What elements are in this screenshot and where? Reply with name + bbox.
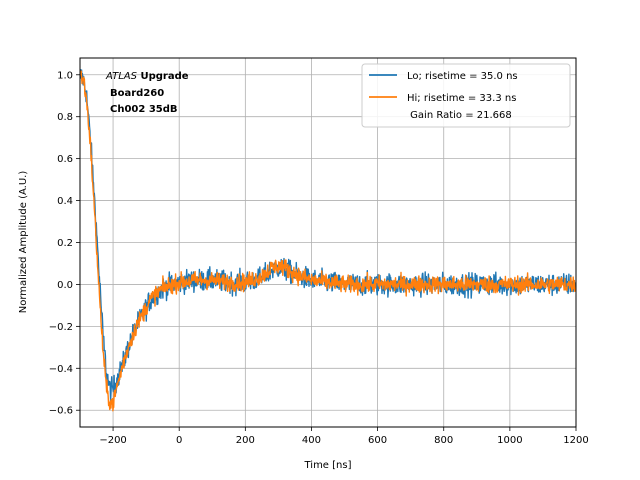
x-tick-label: 1200 bbox=[563, 435, 588, 446]
y-tick-label: 0.0 bbox=[57, 280, 73, 291]
y-tick-label: −0.2 bbox=[49, 322, 73, 333]
x-tick-label: 1000 bbox=[497, 435, 522, 446]
y-tick-label: 0.4 bbox=[57, 196, 73, 207]
y-tick-label: 0.8 bbox=[57, 112, 73, 123]
x-tick-label: 800 bbox=[434, 435, 453, 446]
legend-entry-lo: Lo; risetime = 35.0 ns bbox=[407, 71, 518, 82]
x-tick-label: 400 bbox=[302, 435, 321, 446]
annotation-line-2: Board260 bbox=[110, 88, 164, 99]
series-layer bbox=[80, 69, 576, 412]
y-tick-label: −0.6 bbox=[49, 406, 73, 417]
x-tick-label: 200 bbox=[236, 435, 255, 446]
annotation-upgrade: Upgrade bbox=[140, 71, 188, 82]
annotation-experiment: ATLAS bbox=[105, 71, 138, 82]
atlas-annotation: ATLAS Upgrade Board260 Ch002 35dB bbox=[105, 71, 189, 115]
y-axis: −0.6 −0.4 −0.2 0.0 0.2 0.4 0.6 0.8 1.0 bbox=[49, 70, 80, 417]
legend: Lo; risetime = 35.0 ns Hi; risetime = 33… bbox=[361, 63, 571, 128]
y-tick-label: 0.6 bbox=[57, 154, 73, 165]
x-tick-label: 0 bbox=[176, 435, 182, 446]
legend-gain-ratio: Gain Ratio = 21.668 bbox=[407, 110, 512, 121]
y-tick-label: 0.2 bbox=[57, 238, 73, 249]
series-line-hi bbox=[80, 70, 576, 412]
x-tick-label: 600 bbox=[368, 435, 387, 446]
y-tick-label: 1.0 bbox=[57, 70, 73, 81]
annotation-line-3: Ch002 35dB bbox=[110, 104, 178, 115]
legend-entry-hi: Hi; risetime = 33.3 ns bbox=[407, 93, 516, 104]
x-tick-label: −200 bbox=[99, 435, 126, 446]
y-axis-label: Normalized Amplitude (A.U.) bbox=[18, 171, 29, 314]
y-tick-label: −0.4 bbox=[49, 364, 73, 375]
x-axis-label: Time [ns] bbox=[303, 460, 351, 471]
legend-box bbox=[361, 63, 571, 128]
x-axis: −200 0 200 400 600 800 1000 1200 bbox=[99, 427, 589, 446]
annotation-line-1: ATLAS Upgrade bbox=[105, 71, 189, 82]
